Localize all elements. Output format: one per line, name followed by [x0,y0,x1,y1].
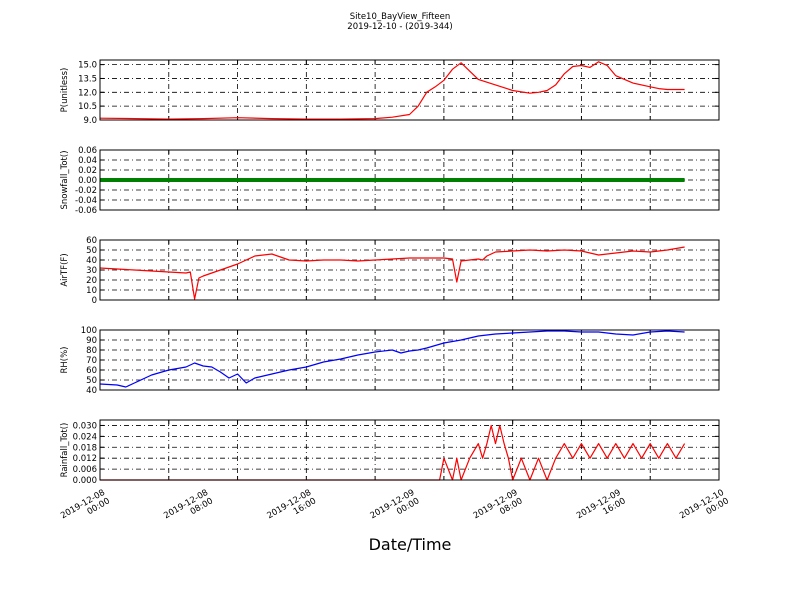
y-tick-label: 0.012 [73,454,97,464]
y-tick-label: 10 [86,286,97,296]
y-tick-label: 0.018 [73,443,97,453]
y-tick-label: 100 [81,326,97,336]
y-axis-label: RH(%) [60,346,70,373]
y-tick-label: 40 [86,386,97,396]
y-tick-label: -0.06 [75,206,97,216]
series-line [99,61,685,120]
y-tick-label: 15.0 [78,61,97,71]
y-tick-label: 10.5 [78,102,97,112]
subplot-5: 0.0000.0060.0120.0180.0240.030Rainfall_T… [60,419,720,486]
y-tick-label: 30 [86,266,97,276]
x-axis-label: Date/Time [369,535,452,554]
subplots: 9.0 10.5 12.0 13.5 15.0 P(unitless) -0.06-0.04… [60,59,720,486]
y-tick-label: -0.04 [75,196,97,206]
series-line [100,424,686,481]
y-tick-label: 0.02 [78,166,97,176]
figure-subtitle: 2019-12-10 - (2019-344) [347,22,452,32]
y-tick-label: 12.0 [78,88,97,98]
y-tick-label: -0.02 [75,186,97,196]
y-tick-label: 50 [86,246,97,256]
x-tick-label: 2019-12-0808:00 [162,488,215,530]
axes-frame [99,149,720,211]
subplot-2: -0.06-0.04-0.020.000.020.040.06 Snowfall_… [60,146,720,216]
subplot-1: 9.0 10.5 12.0 13.5 15.0 P(unitless) [60,59,720,126]
x-tick-label: 2019-12-0900:00 [369,488,422,530]
axes-frame [99,239,720,301]
y-tick-label: 70 [86,356,97,366]
y-tick-label: 0.030 [73,421,97,431]
y-axis-label: Rainfall_Tot() [60,423,70,478]
y-axis-label: Snowfall_Tot() [60,150,70,209]
y-tick-label: 0.06 [78,146,97,156]
x-tick-label: 2019-12-0800:00 [59,488,112,530]
y-tick-label: 9.0 [83,116,97,126]
y-tick-label: 0.024 [73,432,97,442]
x-tick-label: 2019-12-1000:00 [678,488,731,530]
y-axis-label: P(unitless) [60,68,70,113]
x-tick-label: 2019-12-0816:00 [265,488,318,530]
y-tick-label: 50 [86,376,97,386]
y-tick-label: 0.00 [78,176,97,186]
axes-frame [99,59,720,121]
y-axis-label: AirTF(F) [60,253,70,286]
y-tick-label: 0 [92,296,97,306]
y-tick-label: 90 [86,336,97,346]
y-tick-label: 0.000 [73,476,97,486]
y-tick-label: 20 [86,276,97,286]
axes-frame [99,419,720,481]
y-tick-label: 60 [86,236,97,246]
series-line [99,330,685,388]
y-tick-label: 0.006 [73,465,97,475]
y-tick-label: 0.04 [78,156,97,166]
y-tick-label: 13.5 [78,74,97,84]
x-tick-labels: 2019-12-0800:00 2019-12-0808:00 2019-12-08… [59,488,731,530]
axes-frame [99,329,720,391]
y-tick-label: 40 [86,256,97,266]
x-tick-label: 2019-12-0908:00 [472,488,525,530]
y-tick-label: 60 [86,366,97,376]
y-tick-label: 80 [86,346,97,356]
series-line [99,246,685,300]
figure-title: Site10_BayView_Fifteen [350,12,451,22]
x-tick-label: 2019-12-0916:00 [575,488,628,530]
